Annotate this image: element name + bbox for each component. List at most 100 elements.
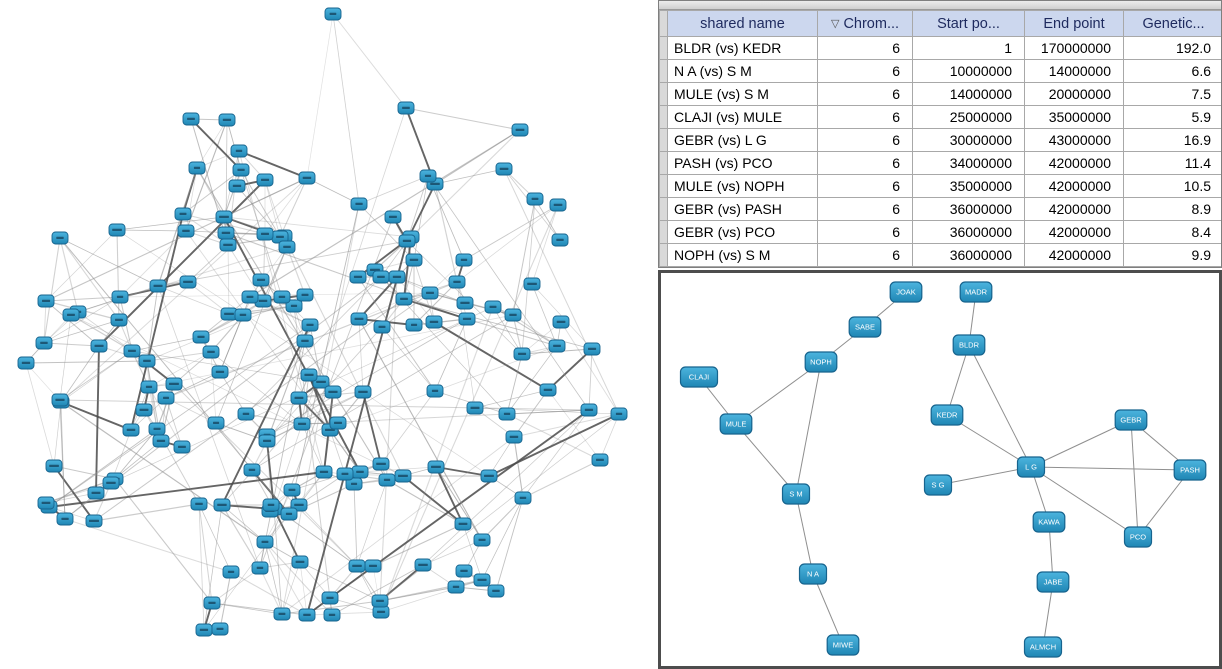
network-node[interactable] [539,383,557,397]
network-node[interactable] [45,459,63,473]
network-node[interactable] [195,623,213,637]
network-node[interactable] [456,296,474,310]
network-node[interactable] [291,555,309,569]
network-node[interactable] [293,417,311,431]
network-node[interactable] [157,391,175,405]
network-node[interactable] [17,356,35,370]
network-node[interactable] [290,391,308,405]
table-row[interactable]: N A (vs) S M 6 10000000 14000000 6.6 [659,59,1221,83]
network-node[interactable] [87,486,105,500]
network-node[interactable] [213,498,231,512]
filtered-network-canvas[interactable]: JOAK SABE NOPH CLAJI MULE S M N A MIWE MADR BLDR K… [661,273,1219,666]
network-node[interactable] [51,393,69,407]
network-node[interactable] [549,198,567,212]
network-node[interactable] [285,299,303,313]
network-node[interactable] [426,384,444,398]
network-node[interactable] [230,144,248,158]
column-header-chrom[interactable]: ▽ Chrom... [817,10,913,37]
network-node[interactable] [348,559,366,573]
large-network-canvas[interactable] [0,0,656,669]
network-node[interactable] [222,565,240,579]
table-row[interactable]: NOPH (vs) S M 6 36000000 42000000 9.9 [659,243,1221,267]
network-node[interactable] [498,407,516,421]
network-node[interactable] [217,226,235,240]
network-node[interactable] [62,308,80,322]
network-edge-l-g-pash[interactable] [1030,466,1191,471]
network-node[interactable] [220,307,238,321]
network-node[interactable] [504,308,522,322]
network-node[interactable] [237,407,255,421]
network-node[interactable] [583,342,601,356]
table-row[interactable]: CLAJI (vs) MULE 6 25000000 35000000 5.9 [659,105,1221,129]
network-node[interactable] [551,233,569,247]
table-row[interactable]: GEBR (vs) L G 6 30000000 43000000 16.9 [659,128,1221,152]
network-node[interactable] [336,467,354,481]
network-node-madr[interactable]: MADR [959,281,993,303]
table-row[interactable]: MULE (vs) S M 6 14000000 20000000 7.5 [659,82,1221,106]
network-node[interactable] [111,290,129,304]
table-row[interactable]: MULE (vs) NOPH 6 35000000 42000000 10.5 [659,174,1221,198]
network-node[interactable] [207,416,225,430]
network-node[interactable] [165,377,183,391]
network-node[interactable] [405,318,423,332]
network-node[interactable] [372,270,390,284]
network-node[interactable] [384,210,402,224]
network-node[interactable] [203,596,221,610]
network-node[interactable] [351,465,369,479]
network-node[interactable] [138,354,156,368]
network-node[interactable] [232,163,250,177]
table-row[interactable]: PASH (vs) PCO 6 34000000 42000000 11.4 [659,151,1221,175]
network-node-pash[interactable]: PASH [1173,459,1207,481]
network-node[interactable] [251,561,269,575]
network-node[interactable] [364,559,382,573]
network-node-n-a[interactable]: N A [798,563,828,585]
network-node[interactable] [56,512,74,526]
network-node[interactable] [514,491,532,505]
network-node[interactable] [148,422,166,436]
network-edge-n-a-miwe[interactable] [812,573,844,646]
network-node[interactable] [513,347,531,361]
network-node[interactable] [35,336,53,350]
network-node[interactable] [179,275,197,289]
network-node[interactable] [580,403,598,417]
network-node[interactable] [149,279,167,293]
network-node-noph[interactable]: NOPH [804,351,838,373]
network-node[interactable] [211,622,229,636]
network-node[interactable] [262,498,280,512]
column-header-genetic[interactable]: Genetic... [1123,10,1221,37]
network-node[interactable] [473,573,491,587]
column-header-shared-name[interactable]: shared name [667,10,818,37]
network-node[interactable] [427,460,445,474]
network-node[interactable] [455,253,473,267]
network-node[interactable] [90,339,108,353]
network-edge-noph-mule[interactable] [735,361,822,425]
network-node[interactable] [211,365,229,379]
network-node[interactable] [548,339,566,353]
network-node[interactable] [296,288,314,302]
network-node-joak[interactable]: JOAK [889,281,923,303]
network-node[interactable] [378,473,396,487]
network-node[interactable] [85,514,103,528]
network-node[interactable] [278,240,296,254]
network-node[interactable] [372,605,390,619]
network-edge-s-g-l-g[interactable] [937,466,1032,486]
network-node[interactable] [243,463,261,477]
table-row[interactable]: BLDR (vs) KEDR 6 1 170000000 192.0 [659,36,1221,60]
network-node-miwe[interactable]: MIWE [826,634,860,656]
network-node[interactable] [350,312,368,326]
network-node[interactable] [526,192,544,206]
network-node[interactable] [395,292,413,306]
network-node[interactable] [454,517,472,531]
network-node-sabe[interactable]: SABE [848,316,882,338]
network-node[interactable] [273,607,291,621]
network-edge-jabe-almch[interactable] [1042,581,1054,648]
network-node[interactable] [394,469,412,483]
network-edge-s-m-n-a[interactable] [795,493,814,575]
network-edge-l-g-pco[interactable] [1030,466,1139,538]
network-node[interactable] [345,477,363,491]
network-node[interactable] [174,207,192,221]
network-node-kedr[interactable]: KEDR [930,404,964,426]
network-node-jabe[interactable]: JABE [1036,571,1070,593]
network-node[interactable] [448,275,466,289]
network-node[interactable] [324,385,342,399]
